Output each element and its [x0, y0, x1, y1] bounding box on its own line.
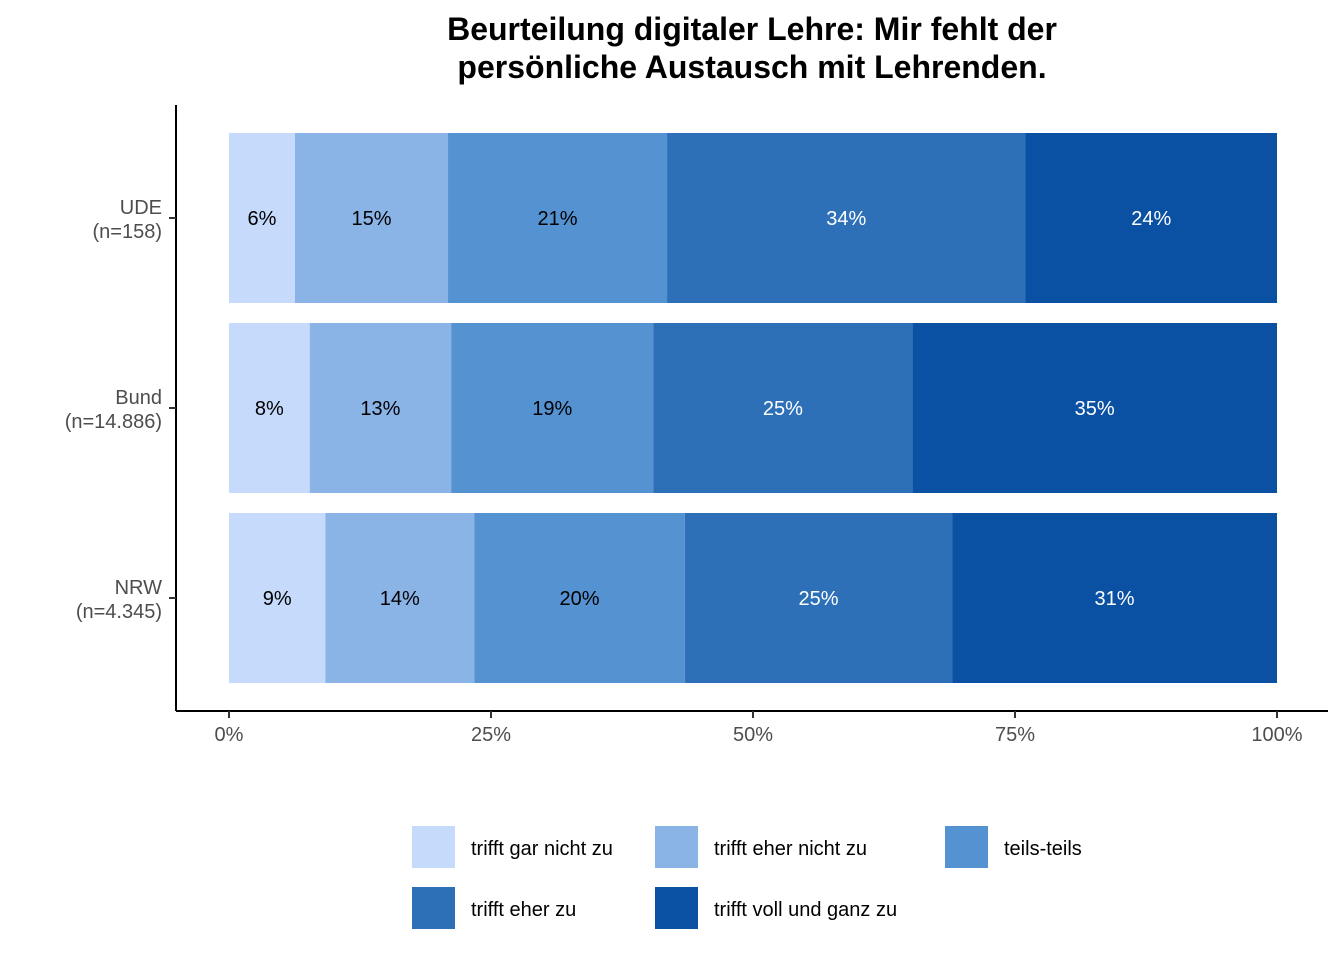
bar-segment-bund-3	[451, 323, 654, 493]
chart-title: Beurteilung digitaler Lehre: Mir fehlt d…	[176, 10, 1328, 86]
bar-segment-nrw-1	[229, 513, 326, 683]
bar-segment-nrw-2	[325, 513, 475, 683]
axes-layer: UDE(n=158) Bund(n=14.886) NRW(n=4.345) 0% 25…	[65, 105, 1328, 746]
bar-segment-bund-1	[229, 323, 310, 493]
chart-title-line-1: Beurteilung digitaler Lehre: Mir fehlt d…	[447, 11, 1057, 47]
data-label-ude-3: 21%	[538, 208, 578, 230]
bar-segment-ude-1	[229, 133, 296, 303]
data-label-nrw-1: 9%	[263, 588, 292, 610]
legend-label-2: trifft eher nicht zu	[714, 838, 867, 860]
data-label-bund-4: 25%	[763, 398, 803, 420]
bars-layer	[229, 133, 1277, 683]
x-tick-label-25: 25%	[471, 724, 511, 746]
data-label-nrw-5: 31%	[1095, 588, 1135, 610]
y-tick-label-bund: Bund	[115, 387, 162, 409]
data-label-nrw-4: 25%	[798, 588, 838, 610]
chart-title-line-2: persönliche Austausch mit Lehrenden.	[457, 49, 1047, 85]
data-label-ude-1: 6%	[248, 208, 277, 230]
legend-key-2	[655, 826, 698, 868]
data-label-ude-4: 34%	[826, 208, 866, 230]
data-label-bund-3: 19%	[532, 398, 572, 420]
legend: trifft gar nicht zu trifft eher nicht zu t…	[412, 826, 1082, 929]
x-tick-label-50: 50%	[733, 724, 773, 746]
y-tick-sample-size-nrw: (n=4.345)	[76, 601, 162, 623]
legend-label-3: teils-teils	[1004, 838, 1082, 860]
x-tick-label-75: 75%	[995, 724, 1035, 746]
data-label-ude-2: 15%	[352, 208, 392, 230]
bar-segment-nrw-3	[474, 513, 685, 683]
segment-labels-layer: 6% 15% 21% 34% 24% 8% 13% 19% 25% 35% 9% 14% 20% 25% 3…	[248, 208, 1172, 610]
bar-segment-ude-4	[667, 133, 1026, 303]
data-label-bund-2: 13%	[360, 398, 400, 420]
bar-segment-nrw-4	[684, 513, 953, 683]
bar-segment-ude-2	[295, 133, 449, 303]
bar-segment-bund-4	[653, 323, 913, 493]
data-label-bund-5: 35%	[1075, 398, 1115, 420]
legend-key-4	[412, 887, 455, 929]
legend-label-4: trifft eher zu	[471, 899, 576, 921]
data-label-bund-1: 8%	[255, 398, 284, 420]
bar-segment-nrw-5	[952, 513, 1277, 683]
bar-segment-bund-2	[309, 323, 452, 493]
legend-key-5	[655, 887, 698, 929]
data-label-nrw-3: 20%	[560, 588, 600, 610]
legend-label-1: trifft gar nicht zu	[471, 838, 613, 860]
x-tick-label-100: 100%	[1251, 724, 1302, 746]
x-tick-label-0: 0%	[215, 724, 244, 746]
legend-label-5: trifft voll und ganz zu	[714, 899, 897, 921]
legend-key-1	[412, 826, 455, 868]
data-label-nrw-2: 14%	[380, 588, 420, 610]
y-tick-label-ude: UDE	[120, 197, 162, 219]
y-tick-sample-size-ude: (n=158)	[93, 221, 163, 243]
bar-segment-ude-3	[448, 133, 668, 303]
legend-key-3	[945, 826, 988, 868]
bar-segment-bund-5	[912, 323, 1277, 493]
y-tick-sample-size-bund: (n=14.886)	[65, 411, 162, 433]
data-label-ude-5: 24%	[1131, 208, 1171, 230]
bar-segment-ude-5	[1025, 133, 1277, 303]
y-tick-label-nrw: NRW	[115, 577, 163, 599]
